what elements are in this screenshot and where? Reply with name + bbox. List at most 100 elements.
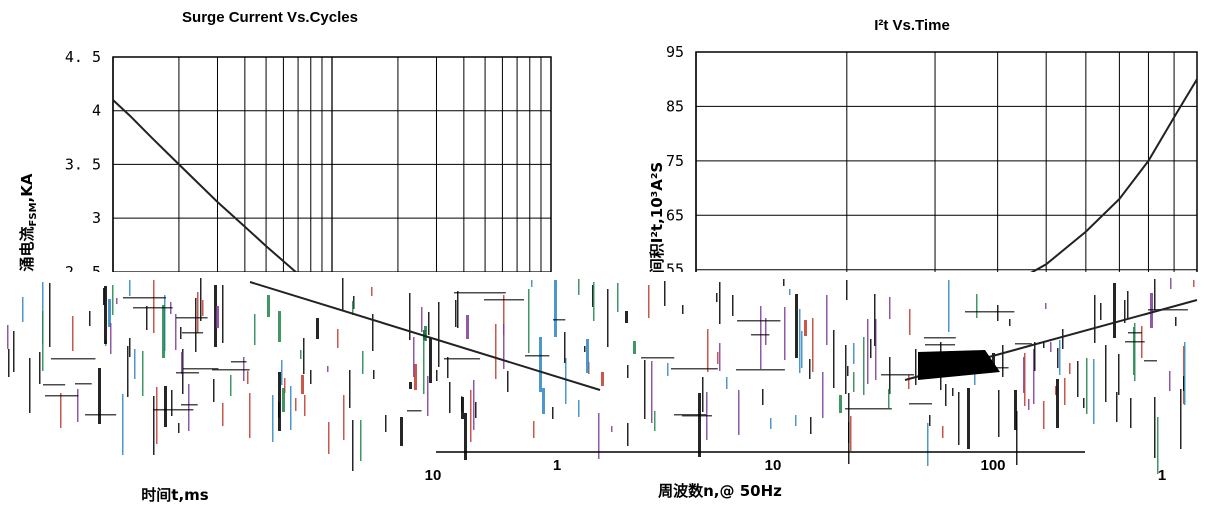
x-axis-label: 周波数n,@ 50Hz [658, 482, 782, 500]
glitch-stripe [327, 366, 329, 372]
glitch-stripe [1133, 327, 1135, 375]
render-glitch-band [0, 272, 1207, 474]
glitch-dash [682, 415, 712, 417]
glitch-stripe [1059, 340, 1061, 375]
glitch-stripe [998, 390, 1000, 437]
glitch-stripe [1055, 386, 1057, 395]
y-tick-label: 3. 5 [65, 155, 101, 173]
glitch-stripe [507, 371, 509, 392]
glitch-stripe [927, 423, 929, 466]
glitch-stripe [533, 421, 535, 438]
glitch-stripe [1116, 392, 1118, 422]
glitch-dash [176, 372, 200, 374]
glitch-stripe [372, 314, 374, 351]
glitch-stripe [611, 426, 613, 432]
glitch-dash [965, 311, 1015, 313]
glitch-stripe [197, 292, 199, 333]
glitch-stripe [1050, 342, 1052, 352]
glitch-stripe [762, 389, 764, 405]
glitch-stripe [1170, 278, 1172, 289]
glitch-stripe [1094, 295, 1096, 343]
glitch-stripe [427, 376, 429, 416]
glitch-stripe [371, 287, 373, 296]
glitch-stripe [352, 420, 354, 471]
glitch-stripe [413, 337, 415, 377]
glitch-stripe [1093, 359, 1095, 424]
glitch-stripe [284, 378, 286, 393]
glitch-stripe [202, 300, 204, 316]
glitch-dash [45, 395, 79, 397]
glitch-stripe [1064, 378, 1066, 405]
glitch-stripe [181, 352, 183, 374]
glitch-stripe [72, 316, 74, 351]
glitch-dash [881, 374, 915, 376]
glitch-stripe [1100, 303, 1102, 320]
glitch-stripe [809, 359, 811, 379]
glitch-dash [553, 319, 566, 321]
glitch-stripe [424, 326, 427, 341]
glitch-stripe [409, 382, 412, 389]
glitch-stripe [789, 289, 791, 295]
glitch-stripe [13, 331, 15, 372]
glitch-dash [123, 297, 167, 299]
glitch-stripe [627, 365, 629, 378]
glitch-stripe [1023, 357, 1025, 393]
glitch-stripe [153, 280, 155, 333]
glitch-stripe [1183, 376, 1185, 391]
glitch-stripe [39, 352, 41, 384]
glitch-stripe [908, 375, 910, 389]
glitch-stripe [607, 289, 609, 347]
glitch-stripe [915, 349, 917, 385]
glitch-stripe [784, 307, 786, 360]
glitch-stripe [633, 341, 636, 354]
glitch-dash [444, 358, 480, 360]
glitch-stripe [222, 285, 224, 343]
glitch-dash [845, 408, 892, 410]
y-axis-label: 浪涌电流FSM,KA [18, 173, 39, 286]
glitch-stripe [457, 291, 459, 328]
glitch-stripe [601, 372, 604, 386]
glitch-stripe [717, 352, 719, 364]
x-axis-label: 时间t,ms [141, 486, 208, 504]
glitch-stripe [353, 296, 355, 309]
glitch-dash [671, 368, 718, 370]
glitch-stripe [470, 390, 472, 442]
glitch-stripe [810, 417, 812, 434]
chart-title: I²t Vs.Time [874, 17, 950, 34]
glitch-stripe [1056, 379, 1059, 428]
y-tick-label: 4. 5 [65, 48, 101, 66]
glitch-stripe [853, 343, 855, 364]
glitch-stripe [592, 285, 594, 307]
glitch-stripe [373, 370, 375, 379]
glitch-stripe [108, 299, 111, 327]
glitch-stripe [436, 370, 438, 381]
glitch-stripe [945, 384, 947, 406]
glitch-stripe [1154, 279, 1156, 310]
glitch-stripe [134, 349, 136, 379]
glitch-stripe [847, 366, 849, 376]
glitch-stripe [249, 393, 251, 438]
glitch-dash [924, 337, 956, 339]
glitch-stripe [1043, 401, 1045, 429]
glitch-stripe [719, 282, 721, 324]
glitch-stripe [863, 337, 865, 395]
glitch-stripe [310, 370, 312, 384]
glitch-stripe [42, 311, 44, 371]
glitch-stripe [909, 309, 911, 335]
glitch-stripe [182, 349, 184, 394]
x-axis-fragment-label: 10 [425, 467, 442, 484]
glitch-stripe [648, 285, 650, 318]
glitch-stripe [1180, 389, 1182, 449]
glitch-stripe [495, 324, 497, 379]
glitch-stripe [304, 395, 306, 416]
chart-title: Surge Current Vs.Cycles [182, 9, 358, 26]
glitch-stripe [948, 280, 950, 332]
glitch-stripe [421, 307, 423, 332]
glitch-stripe [153, 396, 155, 455]
glitch-stripe [586, 339, 589, 373]
glitch-stripe [385, 415, 387, 432]
glitch-stripe [719, 343, 721, 371]
glitch-block [918, 350, 1000, 380]
glitch-stripe [409, 293, 411, 340]
glitch-stripe [8, 349, 10, 377]
